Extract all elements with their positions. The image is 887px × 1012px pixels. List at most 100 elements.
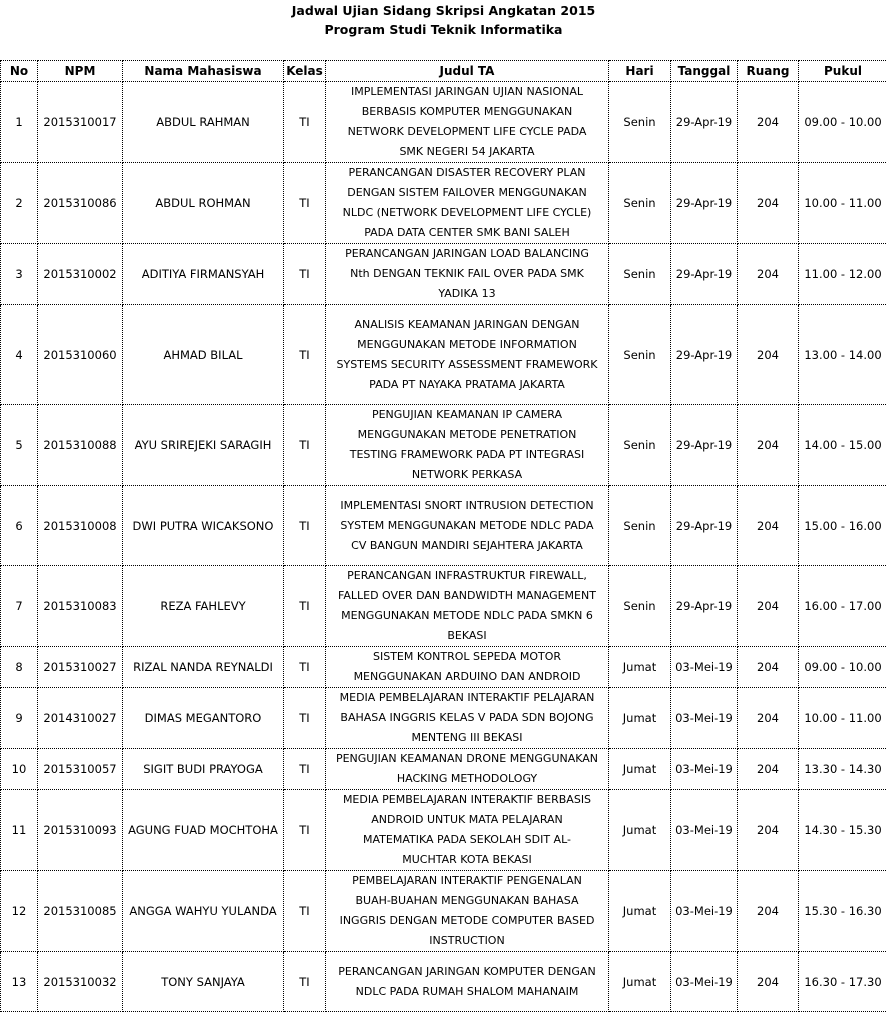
cell-judul: MEDIA PEMBELAJARAN INTERAKTIF PELAJARAN … xyxy=(326,688,609,749)
cell-no: 11 xyxy=(1,790,38,871)
cell-ruang: 204 xyxy=(738,163,799,244)
cell-tanggal: 29-Apr-19 xyxy=(671,244,738,305)
cell-npm: 2015310008 xyxy=(38,486,123,566)
cell-kelas: TI xyxy=(284,790,326,871)
cell-tanggal: 03-Mei-19 xyxy=(671,647,738,688)
cell-tanggal: 29-Apr-19 xyxy=(671,305,738,405)
cell-hari: Senin xyxy=(609,305,671,405)
cell-hari: Jumat xyxy=(609,871,671,952)
cell-tanggal: 29-Apr-19 xyxy=(671,566,738,647)
cell-kelas: TI xyxy=(284,486,326,566)
cell-judul: IMPLEMENTASI SNORT INTRUSION DETECTION S… xyxy=(326,486,609,566)
cell-pukul: 14.30 - 15.30 xyxy=(799,790,887,871)
cell-pukul: 09.00 - 10.00 xyxy=(799,82,887,163)
cell-judul: IMPLEMENTASI JARINGAN UJIAN NASIONAL BER… xyxy=(326,82,609,163)
cell-nama: ABDUL RAHMAN xyxy=(123,82,284,163)
cell-npm: 2015310017 xyxy=(38,82,123,163)
cell-kelas: TI xyxy=(284,82,326,163)
cell-nama: TONY SANJAYA xyxy=(123,952,284,1012)
cell-no: 8 xyxy=(1,647,38,688)
cell-nama: ADITIYA FIRMANSYAH xyxy=(123,244,284,305)
cell-npm: 2014310027 xyxy=(38,688,123,749)
cell-kelas: TI xyxy=(284,305,326,405)
cell-hari: Jumat xyxy=(609,647,671,688)
cell-nama: AHMAD BILAL xyxy=(123,305,284,405)
cell-tanggal: 29-Apr-19 xyxy=(671,82,738,163)
schedule-table: No NPM Nama Mahasiswa Kelas Judul TA Har… xyxy=(0,60,887,1012)
cell-kelas: TI xyxy=(284,163,326,244)
cell-npm: 2015310085 xyxy=(38,871,123,952)
cell-judul: PERANCANGAN DISASTER RECOVERY PLAN DENGA… xyxy=(326,163,609,244)
cell-no: 10 xyxy=(1,749,38,790)
cell-judul: PENGUJIAN KEAMANAN IP CAMERA MENGGUNAKAN… xyxy=(326,405,609,486)
header-tanggal: Tanggal xyxy=(671,61,738,82)
cell-ruang: 204 xyxy=(738,749,799,790)
cell-pukul: 16.30 - 17.30 xyxy=(799,952,887,1012)
cell-pukul: 13.30 - 14.30 xyxy=(799,749,887,790)
header-npm: NPM xyxy=(38,61,123,82)
cell-tanggal: 03-Mei-19 xyxy=(671,749,738,790)
header-hari: Hari xyxy=(609,61,671,82)
cell-no: 9 xyxy=(1,688,38,749)
cell-nama: DIMAS MEGANTORO xyxy=(123,688,284,749)
cell-pukul: 09.00 - 10.00 xyxy=(799,647,887,688)
cell-kelas: TI xyxy=(284,688,326,749)
cell-tanggal: 03-Mei-19 xyxy=(671,688,738,749)
cell-tanggal: 03-Mei-19 xyxy=(671,952,738,1012)
cell-nama: RIZAL NANDA REYNALDI xyxy=(123,647,284,688)
cell-hari: Senin xyxy=(609,405,671,486)
cell-pukul: 10.00 - 11.00 xyxy=(799,688,887,749)
cell-kelas: TI xyxy=(284,647,326,688)
cell-pukul: 10.00 - 11.00 xyxy=(799,163,887,244)
cell-ruang: 204 xyxy=(738,952,799,1012)
cell-judul: SISTEM KONTROL SEPEDA MOTOR MENGGUNAKAN … xyxy=(326,647,609,688)
cell-kelas: TI xyxy=(284,405,326,486)
cell-hari: Jumat xyxy=(609,688,671,749)
cell-tanggal: 29-Apr-19 xyxy=(671,163,738,244)
cell-no: 1 xyxy=(1,82,38,163)
cell-npm: 2015310088 xyxy=(38,405,123,486)
cell-tanggal: 29-Apr-19 xyxy=(671,405,738,486)
cell-nama: ABDUL ROHMAN xyxy=(123,163,284,244)
cell-judul: PERANCANGAN INFRASTRUKTUR FIREWALL, FALL… xyxy=(326,566,609,647)
header-judul: Judul TA xyxy=(326,61,609,82)
cell-no: 3 xyxy=(1,244,38,305)
cell-ruang: 204 xyxy=(738,305,799,405)
cell-kelas: TI xyxy=(284,749,326,790)
cell-judul: PERANCANGAN JARINGAN KOMPUTER DENGAN NDL… xyxy=(326,952,609,1012)
cell-pukul: 15.00 - 16.00 xyxy=(799,486,887,566)
cell-no: 7 xyxy=(1,566,38,647)
cell-judul: PENGUJIAN KEAMANAN DRONE MENGGUNAKAN HAC… xyxy=(326,749,609,790)
cell-hari: Jumat xyxy=(609,749,671,790)
cell-no: 4 xyxy=(1,305,38,405)
cell-kelas: TI xyxy=(284,952,326,1012)
cell-ruang: 204 xyxy=(738,647,799,688)
header-ruang: Ruang xyxy=(738,61,799,82)
cell-npm: 2015310002 xyxy=(38,244,123,305)
cell-hari: Senin xyxy=(609,244,671,305)
cell-npm: 2015310060 xyxy=(38,305,123,405)
cell-hari: Jumat xyxy=(609,952,671,1012)
document-subtitle: Program Studi Teknik Informatika xyxy=(0,20,887,39)
cell-nama: REZA FAHLEVY xyxy=(123,566,284,647)
cell-hari: Jumat xyxy=(609,790,671,871)
cell-tanggal: 03-Mei-19 xyxy=(671,790,738,871)
cell-no: 5 xyxy=(1,405,38,486)
cell-no: 12 xyxy=(1,871,38,952)
cell-no: 13 xyxy=(1,952,38,1012)
cell-nama: AGUNG FUAD MOCHTOHA xyxy=(123,790,284,871)
cell-no: 2 xyxy=(1,163,38,244)
cell-no: 6 xyxy=(1,486,38,566)
